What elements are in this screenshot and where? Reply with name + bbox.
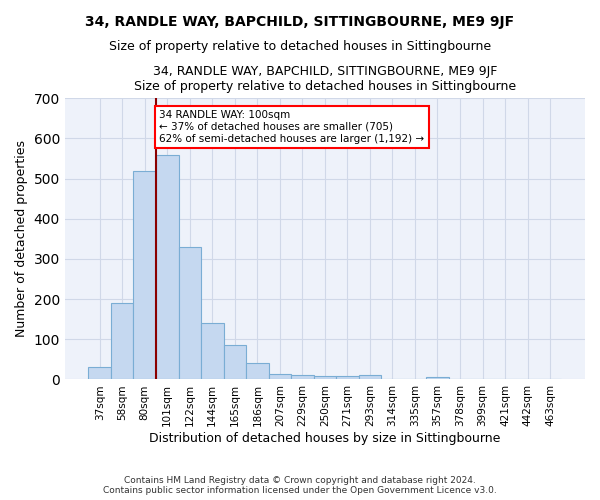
X-axis label: Distribution of detached houses by size in Sittingbourne: Distribution of detached houses by size … [149,432,500,445]
Bar [269,374,291,380]
Bar [111,303,133,380]
Bar [201,323,224,380]
Bar [246,364,269,380]
Y-axis label: Number of detached properties: Number of detached properties [15,140,28,338]
Bar [224,346,246,380]
Bar [336,376,359,380]
Text: 34, RANDLE WAY, BAPCHILD, SITTINGBOURNE, ME9 9JF: 34, RANDLE WAY, BAPCHILD, SITTINGBOURNE,… [85,15,515,29]
Bar [426,376,449,380]
Title: 34, RANDLE WAY, BAPCHILD, SITTINGBOURNE, ME9 9JF
Size of property relative to de: 34, RANDLE WAY, BAPCHILD, SITTINGBOURNE,… [134,65,516,93]
Bar [291,376,314,380]
Bar [179,247,201,380]
Text: Contains HM Land Registry data © Crown copyright and database right 2024.
Contai: Contains HM Land Registry data © Crown c… [103,476,497,495]
Bar [156,154,179,380]
Bar [359,376,381,380]
Text: Size of property relative to detached houses in Sittingbourne: Size of property relative to detached ho… [109,40,491,53]
Text: 34 RANDLE WAY: 100sqm
← 37% of detached houses are smaller (705)
62% of semi-det: 34 RANDLE WAY: 100sqm ← 37% of detached … [160,110,425,144]
Bar [88,368,111,380]
Bar [133,170,156,380]
Bar [314,376,336,380]
